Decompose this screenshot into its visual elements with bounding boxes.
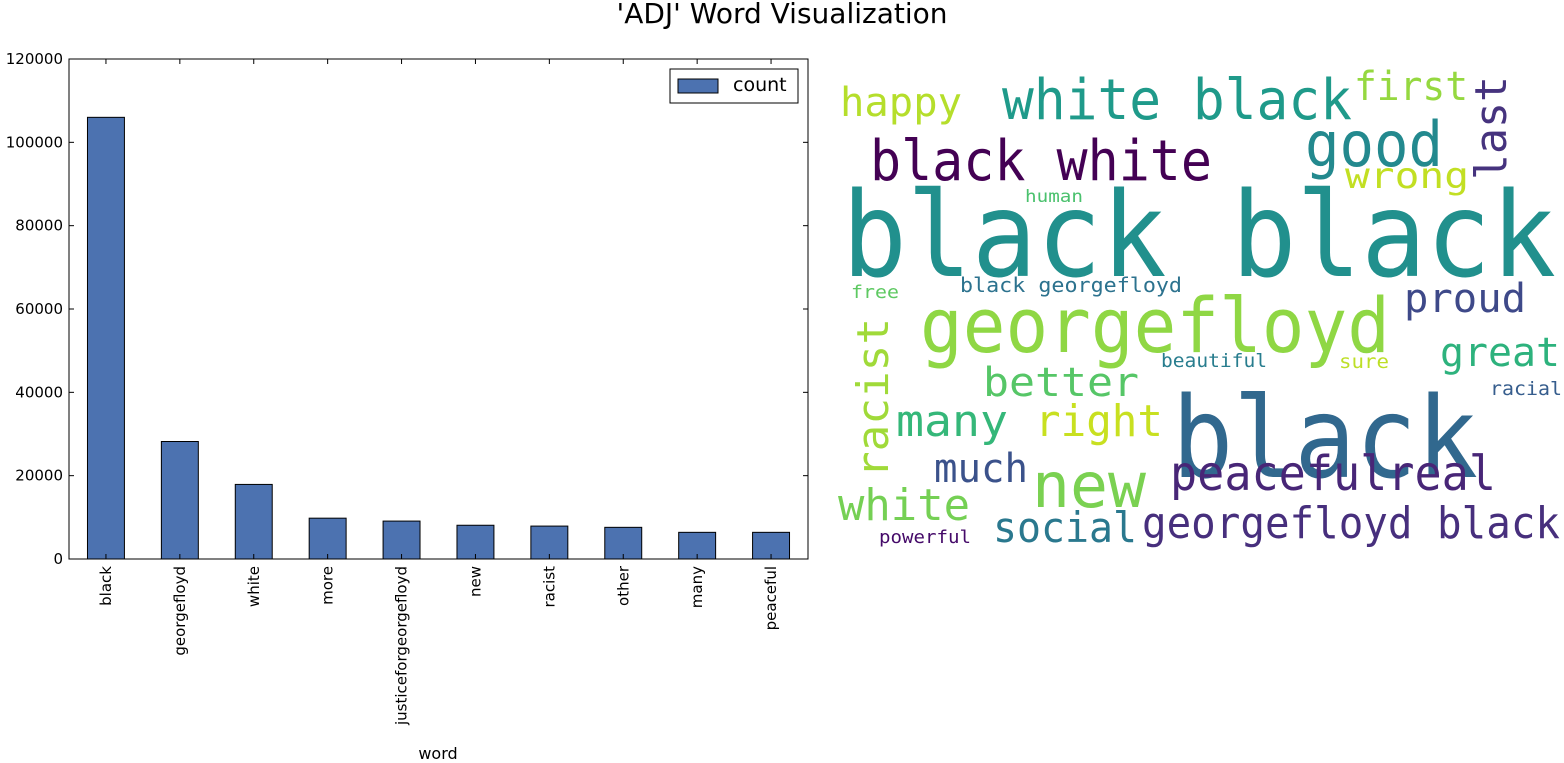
y-tick-label: 80000 bbox=[15, 217, 63, 235]
bar-other bbox=[604, 526, 643, 560]
wc-word-proud: proud bbox=[1404, 276, 1526, 322]
wc-word-beautiful: beautiful bbox=[1161, 350, 1267, 372]
wc-word-right: right bbox=[1035, 396, 1163, 447]
wc-word-georgefloyd-black: georgefloyd black bbox=[1142, 498, 1560, 549]
wc-word-white-black: white black bbox=[1002, 68, 1352, 133]
legend-label: count bbox=[733, 74, 787, 96]
y-tick-label: 0 bbox=[53, 550, 63, 568]
wc-word-wrong: wrong bbox=[1345, 156, 1469, 197]
wc-word-first: first bbox=[1354, 64, 1468, 110]
wc-word-human: human bbox=[1025, 187, 1083, 207]
y-tick-label: 60000 bbox=[15, 300, 63, 318]
ticks-layer: black georgefloyd white more justiceforgeorg… bbox=[6, 50, 808, 726]
wc-word-racist: racist bbox=[848, 318, 899, 478]
wc-word-free: free bbox=[851, 282, 899, 303]
bars-layer bbox=[86, 116, 791, 560]
y-tick-label: 100000 bbox=[6, 133, 63, 151]
wc-word-better: better bbox=[983, 360, 1139, 406]
wc-word-many: many bbox=[896, 396, 1008, 447]
figure-title: 'ADJ' Word Visualization bbox=[616, 0, 948, 30]
legend-swatch bbox=[677, 78, 719, 94]
wc-word-much: much bbox=[934, 446, 1028, 492]
wc-word-happy: happy bbox=[840, 80, 962, 126]
bar-white bbox=[234, 483, 273, 560]
wc-word-racial: racial bbox=[1490, 378, 1562, 400]
bar-chart: black georgefloyd white more justiceforgeorg… bbox=[6, 50, 809, 763]
wc-word-peacefulreal: peacefulreal bbox=[1170, 446, 1496, 502]
wc-word-good: good bbox=[1305, 108, 1443, 181]
y-tick-label: 20000 bbox=[15, 467, 63, 485]
wc-word-black-black: black black bbox=[842, 166, 1556, 304]
bar-black bbox=[86, 116, 125, 560]
wc-word-white: white bbox=[838, 480, 970, 531]
wc-word-powerful: powerful bbox=[879, 527, 971, 548]
wc-word-great: great bbox=[1440, 330, 1560, 376]
wc-word-last: last bbox=[1466, 76, 1517, 180]
wc-word-black: black bbox=[1172, 374, 1478, 504]
x-tick-label-georgefloyd: georgefloyd bbox=[171, 566, 189, 656]
wc-word-sure: sure bbox=[1339, 351, 1389, 373]
x-tick-label-black: black bbox=[97, 566, 115, 606]
wc-word-new: new bbox=[1032, 449, 1147, 522]
x-axis-label: word bbox=[418, 744, 457, 763]
legend: count bbox=[669, 68, 799, 104]
x-tick-label-many: many bbox=[688, 566, 706, 608]
y-tick-label: 120000 bbox=[6, 50, 63, 68]
x-tick-label-justiceforgeorgefloyd: justiceforgeorgefloyd bbox=[393, 566, 411, 726]
wc-word-black-georgefloyd: black georgefloyd bbox=[960, 273, 1182, 297]
bar-racist bbox=[530, 525, 569, 560]
wc-word-black-white: black white bbox=[870, 129, 1212, 194]
x-tick-label-white: white bbox=[245, 566, 263, 607]
wc-word-social: social bbox=[993, 503, 1137, 552]
y-tick-label: 40000 bbox=[15, 383, 63, 401]
x-tick-label-new: new bbox=[466, 566, 484, 597]
x-tick-label-more: more bbox=[319, 566, 337, 605]
x-tick-label-other: other bbox=[614, 565, 632, 606]
wc-word-georgefloyd: georgefloyd bbox=[920, 281, 1390, 370]
x-tick-label-peaceful: peaceful bbox=[762, 566, 780, 630]
bar-georgefloyd bbox=[160, 441, 199, 560]
x-tick-label-racist: racist bbox=[540, 566, 558, 608]
